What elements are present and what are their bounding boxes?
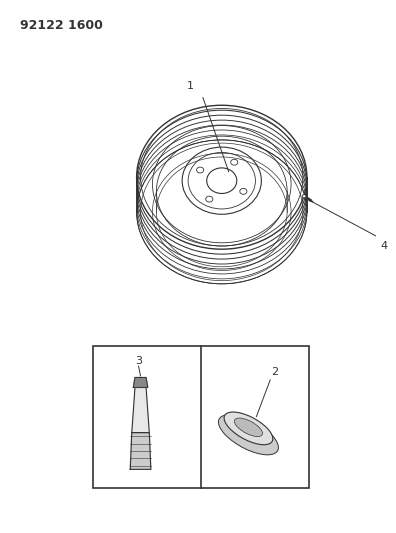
Ellipse shape xyxy=(219,415,278,455)
Text: 1: 1 xyxy=(187,80,194,91)
Ellipse shape xyxy=(224,412,273,445)
Bar xyxy=(93,346,309,488)
Text: 4: 4 xyxy=(380,241,387,252)
Polygon shape xyxy=(133,377,148,387)
Text: 3: 3 xyxy=(135,356,142,366)
Polygon shape xyxy=(130,433,151,470)
Text: 2: 2 xyxy=(270,367,278,377)
Ellipse shape xyxy=(234,418,263,437)
Text: 92122 1600: 92122 1600 xyxy=(20,19,103,31)
Ellipse shape xyxy=(302,195,306,198)
Polygon shape xyxy=(132,387,149,433)
